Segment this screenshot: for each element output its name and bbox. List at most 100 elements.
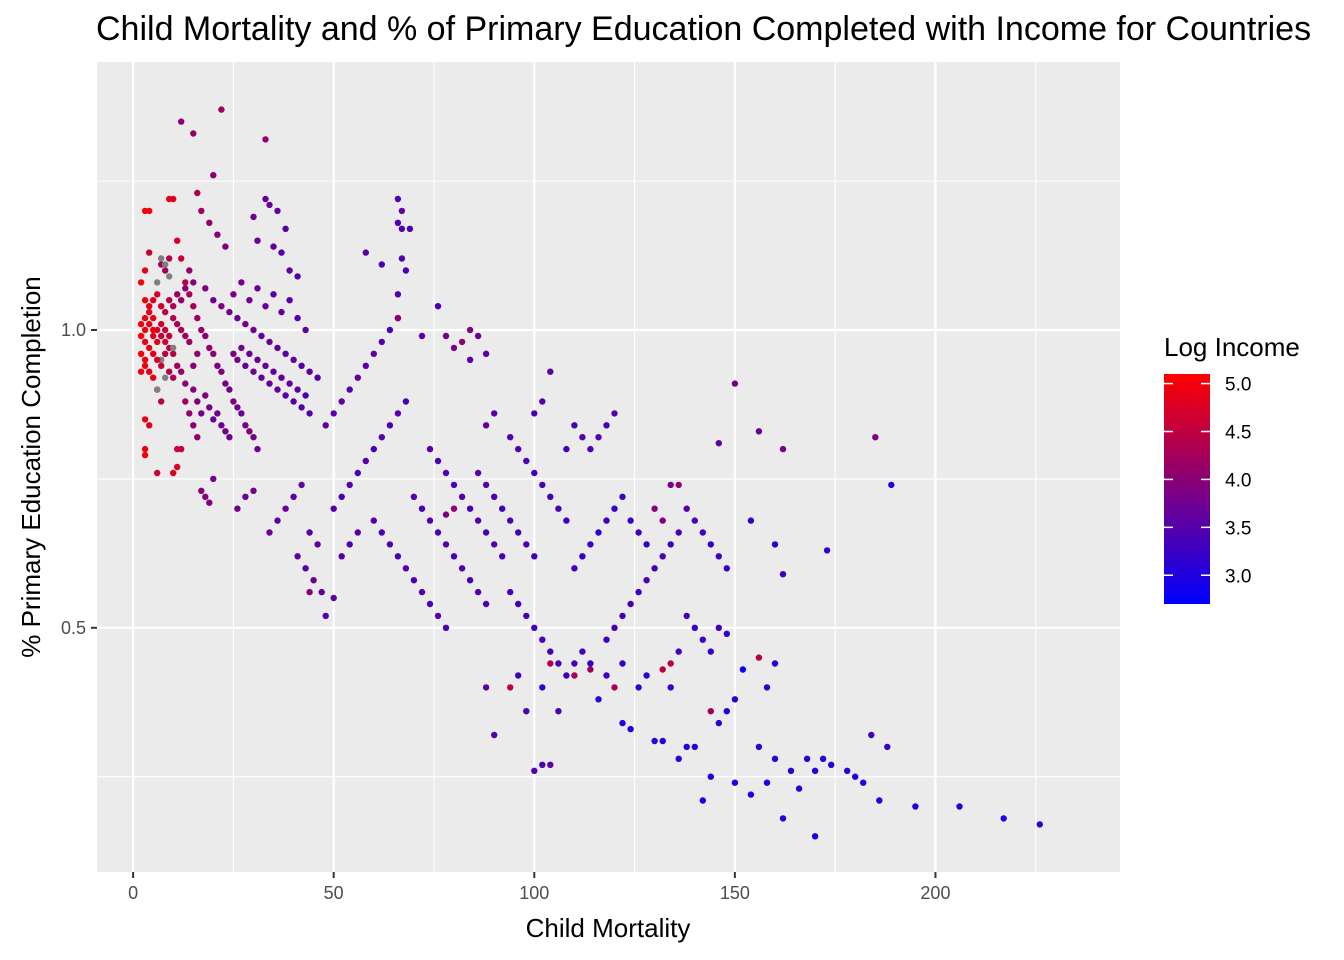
data-point: [282, 392, 289, 399]
data-point: [310, 577, 317, 584]
data-point: [266, 201, 273, 209]
data-point: [378, 338, 385, 346]
data-point: [166, 332, 173, 340]
legend-tick-label: 3.5: [1225, 518, 1251, 539]
data-point: [378, 529, 385, 536]
data-point: [234, 314, 241, 322]
data-point: [250, 368, 257, 375]
data-point: [627, 725, 634, 733]
data-point: [691, 624, 698, 631]
data-point: [482, 422, 490, 429]
data-point: [402, 398, 410, 405]
data-point: [683, 505, 690, 512]
data-point: [262, 136, 269, 143]
legend-ticks: 3.0 3.5 4.0 4.5 5.0: [1164, 375, 1251, 587]
data-point: [354, 374, 361, 381]
data-point: [434, 457, 442, 465]
data-point: [298, 481, 305, 489]
data-point: [715, 553, 722, 560]
data-point: [178, 445, 185, 453]
data-point: [178, 297, 185, 304]
data-point: [659, 517, 666, 524]
data-point: [290, 493, 297, 500]
data-point: [482, 600, 490, 608]
data-point: [362, 249, 369, 256]
data-point: [659, 666, 666, 673]
legend-tick-label: 4.5: [1225, 423, 1251, 444]
data-point: [346, 481, 353, 489]
data-point: [398, 207, 406, 215]
data-point: [442, 541, 450, 548]
data-point: [162, 350, 169, 357]
data-point: [394, 219, 402, 226]
data-point: [394, 291, 402, 298]
data-point: [278, 374, 285, 381]
data-point: [141, 314, 149, 322]
data-point: [150, 297, 157, 304]
data-point: [362, 457, 369, 465]
data-point: [290, 398, 297, 405]
data-point: [286, 380, 293, 387]
data-point: [611, 410, 618, 417]
data-point: [627, 600, 634, 608]
data-point: [515, 600, 522, 608]
data-point: [266, 529, 273, 536]
data-point: [531, 469, 538, 477]
data-point: [555, 708, 562, 715]
data-point: [410, 493, 418, 500]
data-point: [659, 737, 666, 745]
data-point: [547, 368, 554, 375]
data-point: [210, 416, 217, 423]
data-point: [210, 172, 217, 179]
data-point: [370, 445, 377, 453]
x-axis: 0 50 100 150 200: [128, 872, 950, 903]
data-point: [174, 463, 181, 471]
data-point: [298, 362, 305, 369]
data-point: [619, 660, 626, 667]
data-point: [254, 356, 261, 363]
data-point: [539, 636, 546, 643]
data-point: [386, 541, 394, 548]
data-point: [318, 588, 325, 596]
data-point: [274, 517, 281, 524]
data-point: [154, 386, 161, 393]
data-point: [158, 255, 165, 262]
data-point: [888, 481, 895, 489]
data-point: [491, 541, 498, 548]
data-point: [194, 350, 201, 357]
data-point: [222, 243, 229, 250]
data-point: [378, 434, 385, 441]
data-point: [158, 398, 165, 405]
data-point: [563, 445, 570, 453]
data-point: [146, 344, 153, 352]
data-point: [282, 505, 289, 512]
data-point: [274, 344, 281, 352]
data-point: [178, 326, 185, 334]
data-point: [523, 708, 530, 715]
data-point: [731, 696, 739, 703]
data-point: [141, 326, 149, 334]
data-point: [402, 267, 410, 274]
data-point: [330, 505, 337, 512]
data-point: [707, 648, 714, 655]
data-point: [346, 541, 353, 548]
data-point: [150, 350, 157, 357]
legend: Log Income 3.0 3.5 4.0 4.5 5.0: [1164, 332, 1300, 604]
grid-minor: [97, 62, 1120, 872]
data-point: [499, 505, 506, 512]
data-point: [230, 350, 237, 357]
data-point: [707, 541, 714, 548]
data-point: [202, 493, 209, 500]
data-point: [214, 362, 221, 369]
plot-panel: [97, 62, 1120, 872]
data-point: [226, 308, 233, 316]
data-point: [868, 731, 875, 739]
data-point: [234, 356, 241, 363]
data-point: [190, 130, 197, 137]
data-point: [442, 332, 450, 340]
data-point: [218, 422, 225, 429]
data-point: [507, 588, 514, 596]
data-point: [141, 297, 149, 304]
data-point: [707, 773, 714, 780]
data-point: [466, 505, 474, 512]
